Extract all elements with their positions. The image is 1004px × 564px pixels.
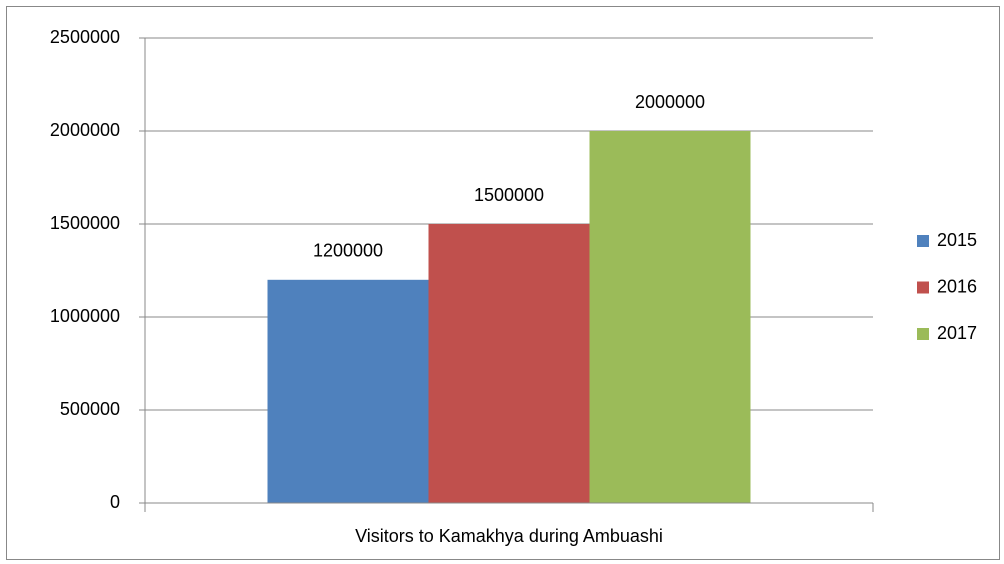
legend-swatch (917, 328, 929, 340)
data-label: 1500000 (474, 185, 544, 205)
y-tick-label: 2500000 (50, 27, 120, 47)
y-tick-label: 1500000 (50, 213, 120, 233)
bar (428, 224, 590, 503)
y-tick-label: 500000 (60, 399, 120, 419)
bar (267, 279, 429, 503)
y-tick-label: 0 (110, 492, 120, 512)
legend-swatch (917, 235, 929, 247)
legend-label: 2016 (937, 276, 977, 296)
legend-label: 2015 (937, 230, 977, 250)
data-label: 1200000 (313, 241, 383, 261)
y-tick-label: 2000000 (50, 120, 120, 140)
legend-label: 2017 (937, 323, 977, 343)
data-label: 2000000 (635, 92, 705, 112)
y-tick-label: 1000000 (50, 306, 120, 326)
x-tick-label: Visitors to Kamakhya during Ambuashi (355, 526, 663, 546)
legend-swatch (917, 281, 929, 294)
bar (589, 131, 751, 503)
